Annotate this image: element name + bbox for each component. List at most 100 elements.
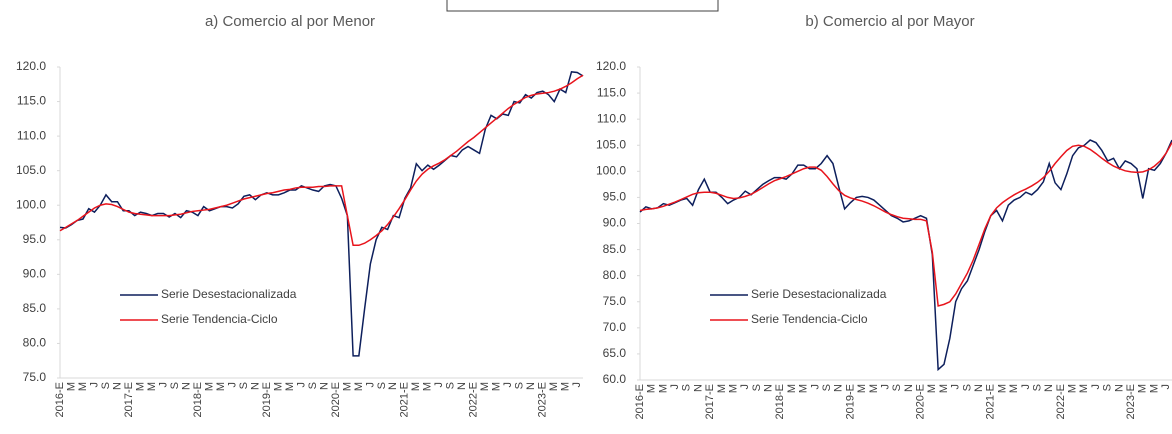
x-tick-label: 2023-E [537,382,549,417]
x-tick-label: M [1148,384,1160,393]
legend-label: Serie Tendencia-Ciclo [161,312,278,326]
y-tick-label: 110.0 [17,128,46,142]
x-tick-label: M [938,384,950,393]
x-tick-label: S [238,382,250,389]
x-tick-label: M [203,382,215,391]
x-tick-label: M [856,384,868,393]
y-tick-label: 60.0 [603,372,627,386]
legend-label: Serie Desestacionalizada [161,287,297,301]
x-tick-label: N [180,382,192,390]
x-tick-label: J [364,382,376,388]
x-tick-label: N [387,382,399,390]
x-tick-label: S [100,382,112,389]
frame-fragment [446,0,719,12]
x-tick-label: 2020-E [330,382,342,417]
x-tick-label: M [422,382,434,391]
y-tick-label: 95.0 [23,232,47,246]
x-tick-label: J [1090,384,1102,390]
x-tick-label: 2017-E [123,382,135,417]
x-tick-label: J [88,382,100,388]
x-tick-label: S [169,382,181,389]
x-tick-label: M [134,382,146,391]
y-tick-label: 100.0 [16,197,46,211]
y-tick-label: 65.0 [603,346,627,360]
y-tick-label: 85.0 [23,301,47,315]
x-tick-label: M [1137,384,1149,393]
x-tick-label: M [491,382,503,391]
y-tick-label: 80.0 [23,336,47,350]
x-tick-label: 2021-E [985,384,997,419]
x-tick-label: S [961,384,973,391]
x-tick-label: 2021-E [399,382,411,417]
x-tick-label: S [514,382,526,389]
x-tick-label: 2017-E [704,384,716,419]
x-tick-label: M [1067,384,1079,393]
x-tick-label: N [318,382,330,390]
x-tick-label: N [525,382,537,390]
x-tick-label: N [973,384,985,392]
x-tick-label: S [376,382,388,389]
x-tick-label: J [1160,384,1172,390]
y-tick-label: 105.0 [16,163,46,177]
x-tick-label: J [502,382,514,388]
x-tick-label: N [833,384,845,392]
x-tick-label: M [272,382,284,391]
x-tick-label: M [786,384,798,393]
x-tick-label: M [284,382,296,391]
x-tick-label: S [821,384,833,391]
x-tick-label: N [903,384,915,392]
x-tick-label: 2022-E [468,382,480,417]
x-tick-label: M [146,382,158,391]
x-tick-label: M [1078,384,1090,393]
x-tick-label: M [560,382,572,391]
x-tick-label: M [215,382,227,391]
x-tick-label: J [571,382,583,388]
x-tick-label: N [692,384,704,392]
x-tick-label: 2016-E [634,384,646,419]
x-tick-label: N [1113,384,1125,392]
x-tick-label: M [77,382,89,391]
x-tick-label: M [548,382,560,391]
y-tick-label: 80.0 [603,268,627,282]
y-tick-label: 115.0 [17,94,46,108]
y-tick-label: 120.0 [16,59,46,73]
x-tick-label: 2018-E [774,384,786,419]
x-tick-label: S [1102,384,1114,391]
y-tick-label: 120.0 [596,59,626,73]
x-tick-label: M [479,382,491,391]
x-tick-label: M [646,384,658,393]
x-tick-label: J [226,382,238,388]
x-tick-label: M [657,384,669,393]
y-tick-label: 70.0 [603,320,627,334]
x-tick-label: M [868,384,880,393]
x-tick-label: J [1020,384,1032,390]
x-tick-label: 2020-E [915,384,927,419]
x-tick-label: S [681,384,693,391]
x-tick-label: S [307,382,319,389]
x-tick-label: J [879,384,891,390]
x-tick-label: J [809,384,821,390]
x-tick-label: M [727,384,739,393]
x-tick-label: 2019-E [261,382,273,417]
series-line [59,74,584,247]
x-tick-label: J [157,382,169,388]
x-tick-label: N [249,382,261,390]
y-tick-label: 85.0 [603,242,627,256]
x-tick-label: S [445,382,457,389]
x-tick-label: M [341,382,353,391]
x-tick-label: N [111,382,123,390]
x-tick-label: M [410,382,422,391]
x-tick-label: 2018-E [192,382,204,417]
x-tick-label: J [295,382,307,388]
x-tick-label: M [1008,384,1020,393]
series-line [639,139,1172,372]
x-tick-label: M [65,382,77,391]
legend-label: Serie Tendencia-Ciclo [751,312,868,326]
x-tick-label: J [669,384,681,390]
y-tick-label: 90.0 [23,267,47,281]
x-tick-label: M [353,382,365,391]
y-tick-label: 75.0 [23,370,47,384]
x-tick-label: M [798,384,810,393]
x-tick-label: J [739,384,751,390]
